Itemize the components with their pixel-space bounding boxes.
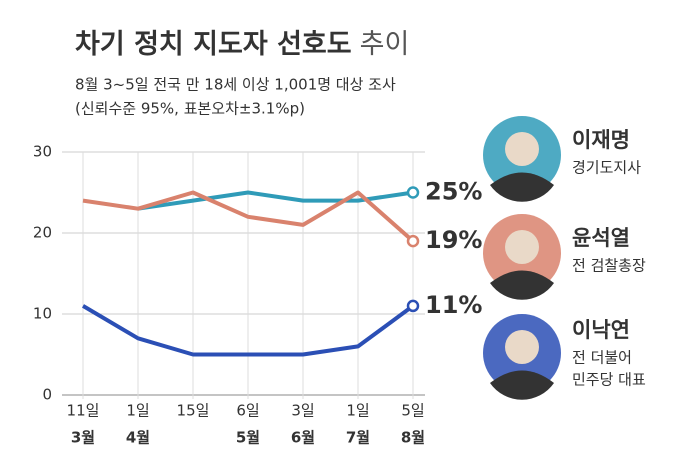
end-point <box>406 299 420 313</box>
x-tick-label: 3일 <box>291 402 314 420</box>
value-label: 19% <box>425 226 482 254</box>
legend-role: 민주당 대표 <box>572 371 646 389</box>
x-tick-label: 1일 <box>346 402 369 420</box>
chart-title: 차기 정치 지도자 선호도 추이 <box>75 29 409 60</box>
legend-name: 윤석열 <box>572 226 630 250</box>
portrait-head <box>505 230 539 264</box>
portrait-body <box>490 172 554 202</box>
chart-title-main: 차기 정치 지도자 선호도 <box>75 29 352 60</box>
legend-role: 경기도지사 <box>572 159 641 177</box>
x-tick-label: 15일 <box>177 402 210 420</box>
x-month-label: 4월 <box>126 429 150 447</box>
x-month-label: 8월 <box>401 429 425 447</box>
value-label: 11% <box>425 291 482 319</box>
chart-title-suffix: 추이 <box>360 29 410 60</box>
portrait-body <box>490 370 554 400</box>
y-tick-label: 20 <box>33 224 52 242</box>
portrait-head <box>505 132 539 166</box>
y-tick-label: 30 <box>33 143 52 161</box>
legend-name: 이낙연 <box>572 318 630 342</box>
y-tick-label: 0 <box>42 386 52 404</box>
chart-subtitle: 8월 3~5일 전국 만 18세 이상 1,001명 대상 조사 <box>75 76 396 94</box>
x-month-label: 5월 <box>236 429 260 447</box>
portrait-head <box>505 330 539 364</box>
x-tick-label: 6일 <box>236 402 259 420</box>
legend-name: 이재명 <box>572 128 630 152</box>
x-tick-label: 11일 <box>67 402 100 420</box>
portrait-body <box>490 270 554 300</box>
value-label: 25% <box>425 178 482 206</box>
end-point <box>406 234 420 248</box>
x-month-label: 7월 <box>346 429 370 447</box>
y-tick-label: 10 <box>33 305 52 323</box>
end-point <box>406 186 420 199</box>
x-tick-label: 5일 <box>401 402 424 420</box>
series-line <box>82 190 415 243</box>
x-month-label: 3월 <box>71 429 95 447</box>
x-month-label: 6월 <box>291 429 315 447</box>
x-tick-label: 1일 <box>126 402 149 420</box>
legend-role: 전 더불어 <box>572 349 632 367</box>
legend-role: 전 검찰총장 <box>572 257 646 275</box>
chart-note: (신뢰수준 95%, 표본오차±3.1%p) <box>75 100 305 118</box>
series-line <box>81 304 415 357</box>
